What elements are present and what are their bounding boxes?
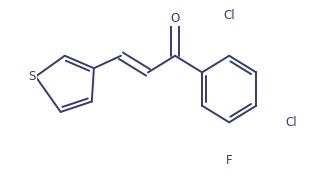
Text: O: O xyxy=(170,11,180,24)
Text: S: S xyxy=(28,70,36,83)
Text: Cl: Cl xyxy=(285,116,297,129)
Text: Cl: Cl xyxy=(223,10,235,23)
Text: F: F xyxy=(226,153,232,166)
